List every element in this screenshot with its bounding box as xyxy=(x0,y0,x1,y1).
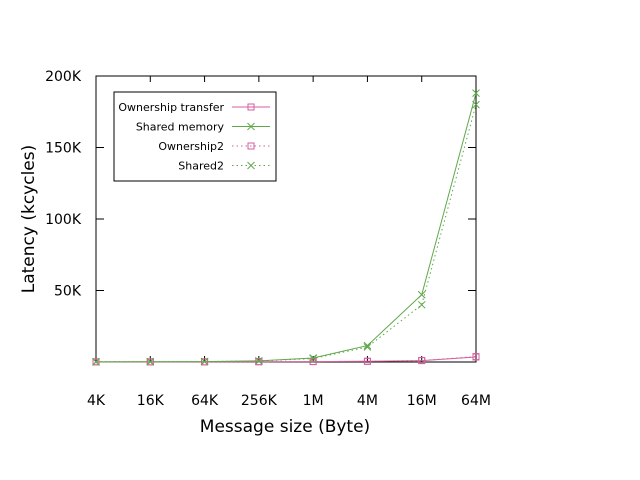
plot-area xyxy=(92,89,480,366)
x-tick-label: 16M xyxy=(407,393,437,409)
data-point xyxy=(92,358,100,366)
data-point xyxy=(247,103,255,111)
x-tick-label: 64K xyxy=(191,393,219,409)
data-point xyxy=(247,122,255,131)
x-marker-stroke xyxy=(247,122,255,131)
legend-label: Ownership2 xyxy=(158,140,224,153)
x-marker-stroke xyxy=(255,357,263,365)
data-point xyxy=(418,357,426,365)
series-shared2 xyxy=(92,100,480,366)
data-point xyxy=(363,343,372,351)
x-marker-stroke xyxy=(146,357,155,366)
x-marker-stroke xyxy=(417,290,426,299)
data-point xyxy=(247,142,255,150)
data-point xyxy=(255,357,263,365)
x-axis-label: Message size (Byte) xyxy=(200,417,370,437)
x-tick-label: 4K xyxy=(87,393,106,409)
x-tick-label: 256K xyxy=(241,393,278,409)
data-point xyxy=(200,357,209,366)
data-point xyxy=(201,358,209,366)
data-point xyxy=(472,100,480,109)
legend-label: Ownership transfer xyxy=(118,101,224,114)
y-tick-label: 150K xyxy=(45,141,82,157)
x-tick-label: 64M xyxy=(461,393,491,409)
x-tick-label: 4M xyxy=(357,393,378,409)
y-axis-label: Latency (kcycles) xyxy=(19,145,39,294)
data-point xyxy=(146,358,154,366)
x-marker-stroke xyxy=(417,300,426,309)
legend-label: Shared2 xyxy=(178,160,224,173)
x-tick-label: 1M xyxy=(303,393,324,409)
data-point xyxy=(309,354,317,363)
x-marker-stroke xyxy=(247,161,255,170)
legend-label: Shared memory xyxy=(136,121,225,134)
legend: Ownership transfer Shared memory Ownership… xyxy=(113,91,277,182)
data-point xyxy=(472,89,480,98)
data-point xyxy=(472,353,480,361)
x-marker-stroke xyxy=(363,343,372,351)
data-point xyxy=(247,161,255,170)
x-tick-label: 16K xyxy=(137,393,165,409)
x-marker-stroke xyxy=(200,357,209,366)
data-point xyxy=(146,357,155,366)
data-point xyxy=(363,357,371,365)
x-marker-stroke xyxy=(472,89,480,98)
x-marker-stroke xyxy=(472,100,480,109)
y-tick-label: 100K xyxy=(45,212,82,228)
series-line xyxy=(95,104,477,363)
y-tick-label: 200K xyxy=(45,69,82,85)
x-marker-stroke xyxy=(92,358,100,366)
y-axis-ticks: 50K 100K 150K 200K xyxy=(45,69,476,300)
y-tick-label: 50K xyxy=(54,284,82,300)
data-point xyxy=(92,358,100,366)
data-point xyxy=(417,290,426,299)
data-point xyxy=(417,300,426,309)
x-marker-stroke xyxy=(309,354,317,363)
data-point xyxy=(255,358,263,366)
